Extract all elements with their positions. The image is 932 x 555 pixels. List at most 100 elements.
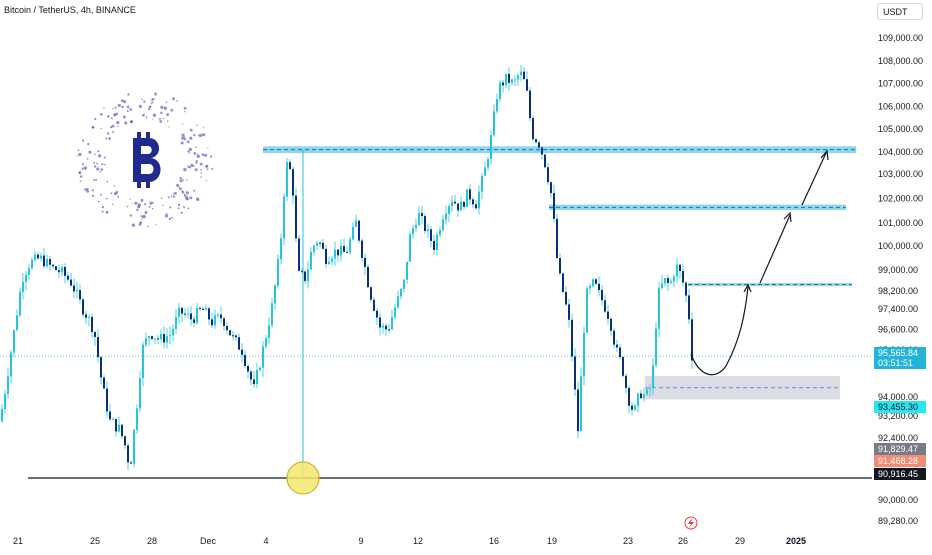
- logo-dot: [195, 159, 198, 162]
- logo-dot: [105, 137, 108, 140]
- logo-dot: [142, 113, 145, 117]
- logo-dot: [160, 111, 163, 115]
- candle-body: [577, 389, 579, 432]
- logo-dot: [100, 193, 103, 196]
- x-tick-label: 21: [13, 536, 23, 546]
- candle-body: [22, 281, 24, 292]
- logo-dot: [169, 206, 172, 209]
- lightning-icon: [684, 516, 698, 530]
- candle-body: [481, 175, 483, 192]
- candle-body: [181, 307, 183, 314]
- zone-layer: [263, 146, 856, 400]
- logo-dot: [176, 184, 180, 188]
- candle-body: [685, 282, 687, 296]
- price-marker-label: 95,565.84: [878, 348, 918, 358]
- candle-body: [637, 393, 639, 406]
- symbol-title[interactable]: Bitcoin / TetherUS, 4h, BINANCE: [4, 5, 136, 15]
- logo-dot: [78, 172, 81, 175]
- logo-dot: [158, 117, 161, 120]
- logo-dot: [162, 204, 164, 207]
- projection-arrow-head: [783, 211, 792, 223]
- candle-body: [607, 311, 609, 319]
- candle-body: [490, 135, 492, 160]
- logo-dot: [202, 127, 205, 129]
- logo-dot: [93, 161, 96, 164]
- projection-arrow-head: [820, 149, 829, 161]
- candle-body: [55, 266, 57, 271]
- logo-dot: [207, 147, 209, 149]
- logo-dot: [204, 153, 208, 157]
- candle-body: [220, 314, 222, 319]
- candle-body: [691, 319, 693, 361]
- candle-body: [667, 278, 669, 283]
- logo-dot: [196, 197, 200, 201]
- candle-body: [352, 226, 354, 240]
- candle-body: [472, 199, 474, 205]
- logo-dot: [86, 187, 89, 191]
- logo-dot: [205, 180, 207, 182]
- logo-dot: [181, 133, 185, 137]
- logo-dot: [129, 108, 133, 111]
- candle-body: [505, 73, 507, 86]
- logo-dot: [164, 214, 169, 218]
- candle-body: [190, 313, 192, 320]
- candle-body: [622, 357, 624, 376]
- candle-body: [142, 344, 144, 379]
- candle-body: [205, 308, 207, 310]
- candle-body: [169, 335, 171, 337]
- candle-body: [313, 245, 315, 252]
- x-tick-label: 2025: [786, 536, 806, 546]
- candle-body: [178, 307, 180, 318]
- logo-dot: [193, 189, 196, 192]
- logo-dot: [97, 200, 100, 203]
- candle-body: [331, 258, 333, 262]
- candle-body: [469, 189, 471, 200]
- x-tick-label: 16: [489, 536, 499, 546]
- candle-body: [415, 225, 417, 229]
- candle-body: [253, 379, 255, 385]
- price-marker: [874, 443, 926, 455]
- candle-body: [208, 308, 210, 320]
- candle-body: [439, 229, 441, 235]
- logo-dot: [112, 108, 114, 110]
- zone-box: [645, 376, 840, 400]
- candle-body: [7, 376, 9, 394]
- x-tick-label: 29: [735, 536, 745, 546]
- x-tick-label: 25: [90, 536, 100, 546]
- logo-dot: [183, 136, 186, 138]
- candle-body: [10, 352, 12, 377]
- y-tick-label: 92,400.00: [878, 433, 918, 443]
- candle-body: [61, 266, 63, 273]
- logo-dot: [122, 115, 126, 119]
- logo-dot: [168, 217, 171, 221]
- candle-body: [166, 336, 168, 343]
- logo-dot: [193, 152, 197, 155]
- currency-button[interactable]: USDT: [877, 3, 923, 20]
- candle-body: [454, 201, 456, 204]
- candle-body: [157, 338, 159, 340]
- price-marker: [874, 468, 926, 480]
- logo-dot: [196, 124, 198, 126]
- y-tick-label: 106,000.00: [878, 101, 923, 111]
- logo-dot: [173, 191, 177, 195]
- logo-dot: [145, 116, 148, 119]
- logo-dot: [97, 150, 100, 153]
- logo-dot: [100, 168, 103, 171]
- logo-dot: [155, 224, 157, 226]
- candle-body: [328, 261, 330, 264]
- logo-dot: [138, 223, 142, 226]
- logo-dot: [170, 195, 173, 198]
- candle-body: [184, 313, 186, 315]
- candle-body: [442, 219, 444, 230]
- x-tick-label: 9: [358, 536, 363, 546]
- candle-body: [502, 82, 504, 86]
- candle-body: [445, 213, 447, 220]
- candle-body: [355, 220, 357, 227]
- logo-dot: [152, 118, 154, 120]
- candle-body: [223, 318, 225, 327]
- logo-dot: [180, 141, 184, 145]
- logo-dot: [197, 153, 199, 155]
